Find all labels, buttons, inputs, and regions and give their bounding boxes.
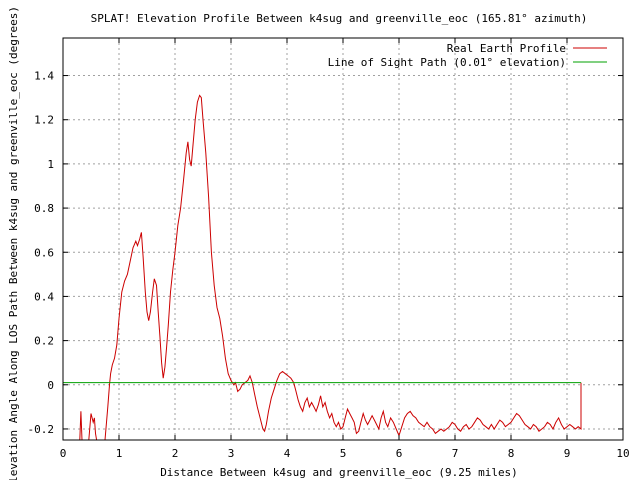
chart-title: SPLAT! Elevation Profile Between k4sug a… xyxy=(91,12,588,25)
x-tick-label: 1 xyxy=(116,447,123,460)
x-tick-label: 5 xyxy=(340,447,347,460)
x-axis-label: Distance Between k4sug and greenville_eo… xyxy=(160,466,518,479)
y-tick-label: 0.8 xyxy=(34,202,54,215)
x-tick-label: 10 xyxy=(616,447,629,460)
grid xyxy=(63,38,623,440)
x-tick-label: 2 xyxy=(172,447,179,460)
x-tick-label: 9 xyxy=(564,447,571,460)
y-tick-label: 0.4 xyxy=(34,290,54,303)
x-tick-label: 3 xyxy=(228,447,235,460)
y-tick-label: 0.6 xyxy=(34,246,54,259)
ticks-layer: 0 1 2 3 4 5 6 7 8 9 10 -0.2 0 0.2 0.4 0.6 0.8 1 1.2 1.4 xyxy=(28,38,630,460)
y-tick-label: 1.2 xyxy=(34,114,54,127)
y-tick-label: -0.2 xyxy=(28,423,55,436)
x-tick-label: 0 xyxy=(60,447,67,460)
y-tick-label: 0.2 xyxy=(34,335,54,348)
x-tick-label: 8 xyxy=(508,447,515,460)
y-tick-label: 1.4 xyxy=(34,70,54,83)
x-tick-label: 6 xyxy=(396,447,403,460)
series-layer xyxy=(63,94,582,441)
y-tick-label: 0 xyxy=(47,379,54,392)
legend-label: Real Earth Profile xyxy=(447,42,566,55)
y-axis-label: Elevation Angle Along LOS Path Between k… xyxy=(7,6,20,480)
x-tick-label: 4 xyxy=(284,447,291,460)
series-line-real-earth-profile xyxy=(79,94,582,441)
legend-label: Line of Sight Path (0.01° elevation) xyxy=(328,56,566,69)
y-tick-label: 1 xyxy=(47,158,54,171)
x-tick-label: 7 xyxy=(452,447,459,460)
